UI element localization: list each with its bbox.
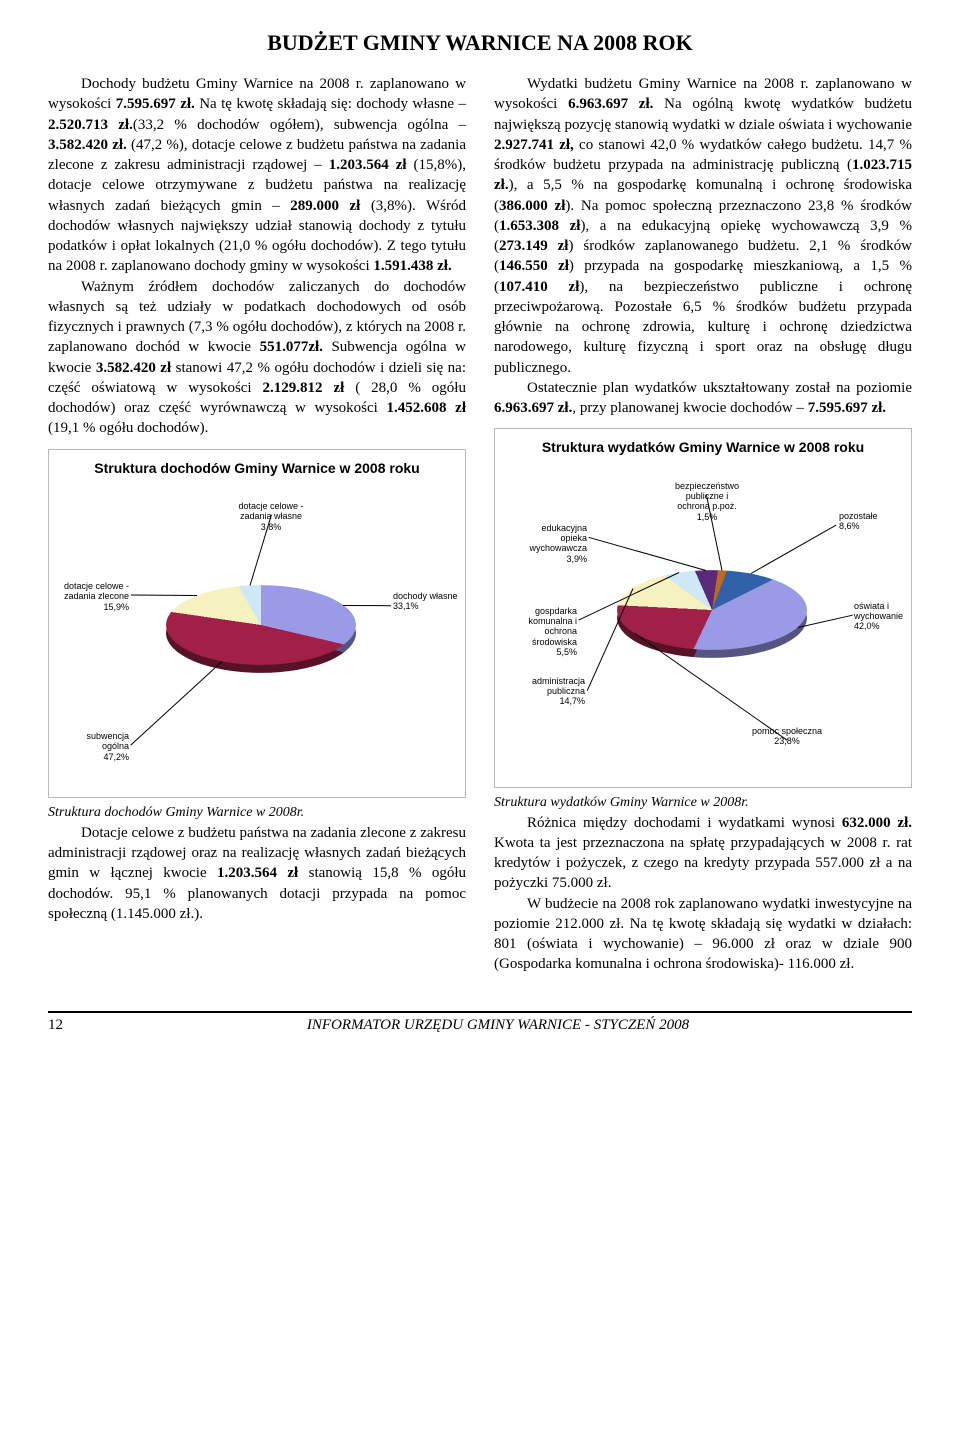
amount: 7.595.697 zł. (116, 96, 195, 112)
page-title: BUDŻET GMINY WARNICE NA 2008 ROK (48, 30, 912, 56)
amount: 632.000 zł. (842, 815, 912, 831)
amount: 6.963.697 zł. (494, 400, 572, 416)
pie-slice-label: subwencjaogólna47,2% (86, 731, 129, 762)
amount: 1.203.564 zł (217, 865, 298, 881)
page-footer: 12 INFORMATOR URZĘDU GMINY WARNICE - STY… (48, 1011, 912, 1034)
pie-slice-label: bezpieczeństwopubliczne iochrona p.poż.1… (675, 481, 739, 522)
pie-slice-label: gospdarkakomunalna iochronaśrodowiska5,5… (528, 606, 577, 658)
amount: 273.149 zł (499, 238, 568, 254)
right-para-4: W budżecie na 2008 rok zaplanowano wydat… (494, 894, 912, 975)
pie-slice-label: edukacyjnaopiekawychowawcza3,9% (529, 523, 587, 564)
text: , przy planowanej kwocie dochodów – (572, 400, 807, 416)
amount: 6.963.697 zł. (568, 96, 653, 112)
amount: 386.000 zł (499, 198, 565, 214)
amount: 1.452.608 zł (387, 400, 466, 416)
right-para-1: Wydatki budżetu Gminy Warnice na 2008 r.… (494, 74, 912, 378)
page-number: 12 (48, 1017, 84, 1034)
left-para-1: Dochody budżetu Gminy Warnice na 2008 r.… (48, 74, 466, 277)
pie-slice-label: administracjapubliczna14,7% (532, 676, 585, 707)
amount: 1.653.308 zł (499, 218, 580, 234)
right-para-2: Ostatecznie plan wydatków ukształtowany … (494, 378, 912, 419)
document-page: BUDŻET GMINY WARNICE NA 2008 ROK Dochody… (0, 0, 960, 1054)
amount: 3.582.420 zł (96, 360, 171, 376)
pie-slice-label: oświata iwychowanie42,0% (854, 601, 903, 632)
amount: 3.582.420 zł. (48, 137, 127, 153)
pie-slice-label: dotacje celowe -zadania własne3,8% (238, 501, 303, 532)
expenses-chart-box: Struktura wydatków Gminy Warnice w 2008 … (494, 428, 912, 788)
amount: 551.077zł. (260, 339, 323, 355)
text: (33,2 % dochodów ogółem), subwencja ogól… (133, 117, 466, 133)
expenses-chart-title: Struktura wydatków Gminy Warnice w 2008 … (507, 439, 899, 457)
footer-text: INFORMATOR URZĘDU GMINY WARNICE - STYCZE… (84, 1017, 912, 1034)
right-para-3: Różnica między dochodami i wydatkami wyn… (494, 813, 912, 894)
text: (19,1 % ogółu dochodów). (48, 420, 208, 436)
amount: 2.129.812 zł (263, 380, 345, 396)
text: Na tę kwotę składają się: dochody własne… (195, 96, 466, 112)
income-chart-box: Struktura dochodów Gminy Warnice w 2008 … (48, 449, 466, 799)
amount: 1.591.438 zł. (373, 258, 451, 274)
pie-slice-label: pozostałe8,6% (839, 511, 878, 532)
left-column: Dochody budżetu Gminy Warnice na 2008 r.… (48, 74, 466, 975)
right-column: Wydatki budżetu Gminy Warnice na 2008 r.… (494, 74, 912, 975)
amount: 2.520.713 zł. (48, 117, 133, 133)
pie-slice-label: dochody własne33,1% (393, 591, 458, 612)
amount: 2.927.741 zł, (494, 137, 574, 153)
text: Różnica między dochodami i wydatkami wyn… (527, 815, 842, 831)
amount: 146.550 zł (499, 258, 569, 274)
amount: 7.595.697 zł. (808, 400, 886, 416)
text: Kwota ta jest przeznaczona na spłatę prz… (494, 835, 912, 892)
pie-slice-label: pomoc społeczna23,8% (752, 726, 822, 747)
amount: 107.410 zł (499, 279, 579, 295)
text: Ostatecznie plan wydatków ukształtowany … (527, 380, 912, 396)
pie-slice-label: dotacje celowe -zadania zlecone15,9% (64, 581, 129, 612)
left-para-2: Ważnym źródłem dochodów zaliczanych do d… (48, 277, 466, 439)
amount: 289.000 zł (290, 198, 360, 214)
left-para-3: Dotacje celowe z budżetu państwa na zada… (48, 823, 466, 924)
income-chart-title: Struktura dochodów Gminy Warnice w 2008 … (61, 460, 453, 478)
two-column-layout: Dochody budżetu Gminy Warnice na 2008 r.… (48, 74, 912, 975)
income-pie-chart: dochody własne33,1%subwencjaogólna47,2%d… (61, 485, 453, 785)
expenses-chart-caption: Struktura wydatków Gminy Warnice w 2008r… (494, 794, 912, 813)
income-chart-caption: Struktura dochodów Gminy Warnice w 2008r… (48, 804, 466, 823)
amount: 1.203.564 zł (329, 157, 407, 173)
expenses-pie-chart: oświata iwychowanie42,0%pomoc społeczna2… (507, 465, 899, 775)
